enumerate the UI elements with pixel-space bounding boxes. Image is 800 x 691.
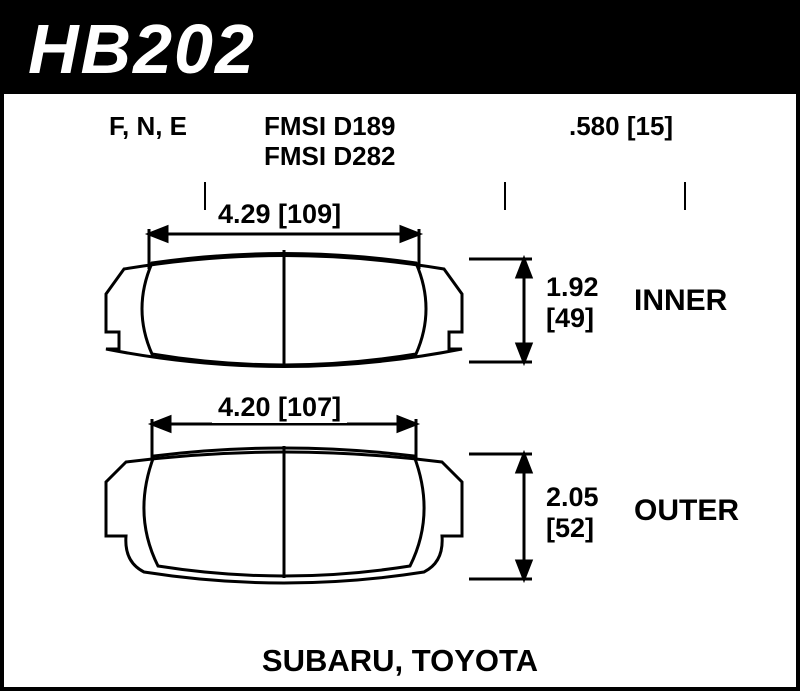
compounds: F, N, E — [109, 112, 187, 142]
fmsi-line: FMSI D189 — [264, 112, 396, 142]
fitment: SUBARU, TOYOTA — [4, 643, 796, 679]
fmsi-line: FMSI D282 — [264, 142, 396, 172]
outer-width: 4.20 [107] — [212, 392, 347, 423]
outer-label: OUTER — [634, 494, 739, 528]
inner-height-mm: [49] — [546, 303, 599, 334]
inner-width: 4.29 [109] — [212, 199, 347, 230]
inner-height-value: 1.92 — [546, 272, 599, 303]
fmsi-list: FMSI D189 FMSI D282 — [264, 112, 396, 172]
outer-height-block: 2.05 [52] — [546, 482, 599, 544]
header-info: F, N, E FMSI D189 FMSI D282 .580 [15] — [4, 112, 796, 202]
outer-height-mm: [52] — [546, 513, 599, 544]
thickness: .580 [15] — [569, 112, 673, 142]
diagram-body: 4.29 [109] 1.92 [49] INNER 4.20 [107] 2.… — [4, 214, 800, 644]
outer-height-value: 2.05 — [546, 482, 599, 513]
part-number: HB202 — [28, 9, 256, 89]
header-divider — [204, 182, 206, 210]
inner-height-block: 1.92 [49] — [546, 272, 599, 334]
title-bar: HB202 — [4, 4, 796, 94]
diagram-frame: HB202 F, N, E FMSI D189 FMSI D282 .580 [… — [0, 0, 800, 691]
header-divider — [504, 182, 506, 210]
inner-label: INNER — [634, 284, 727, 318]
header-divider — [684, 182, 686, 210]
